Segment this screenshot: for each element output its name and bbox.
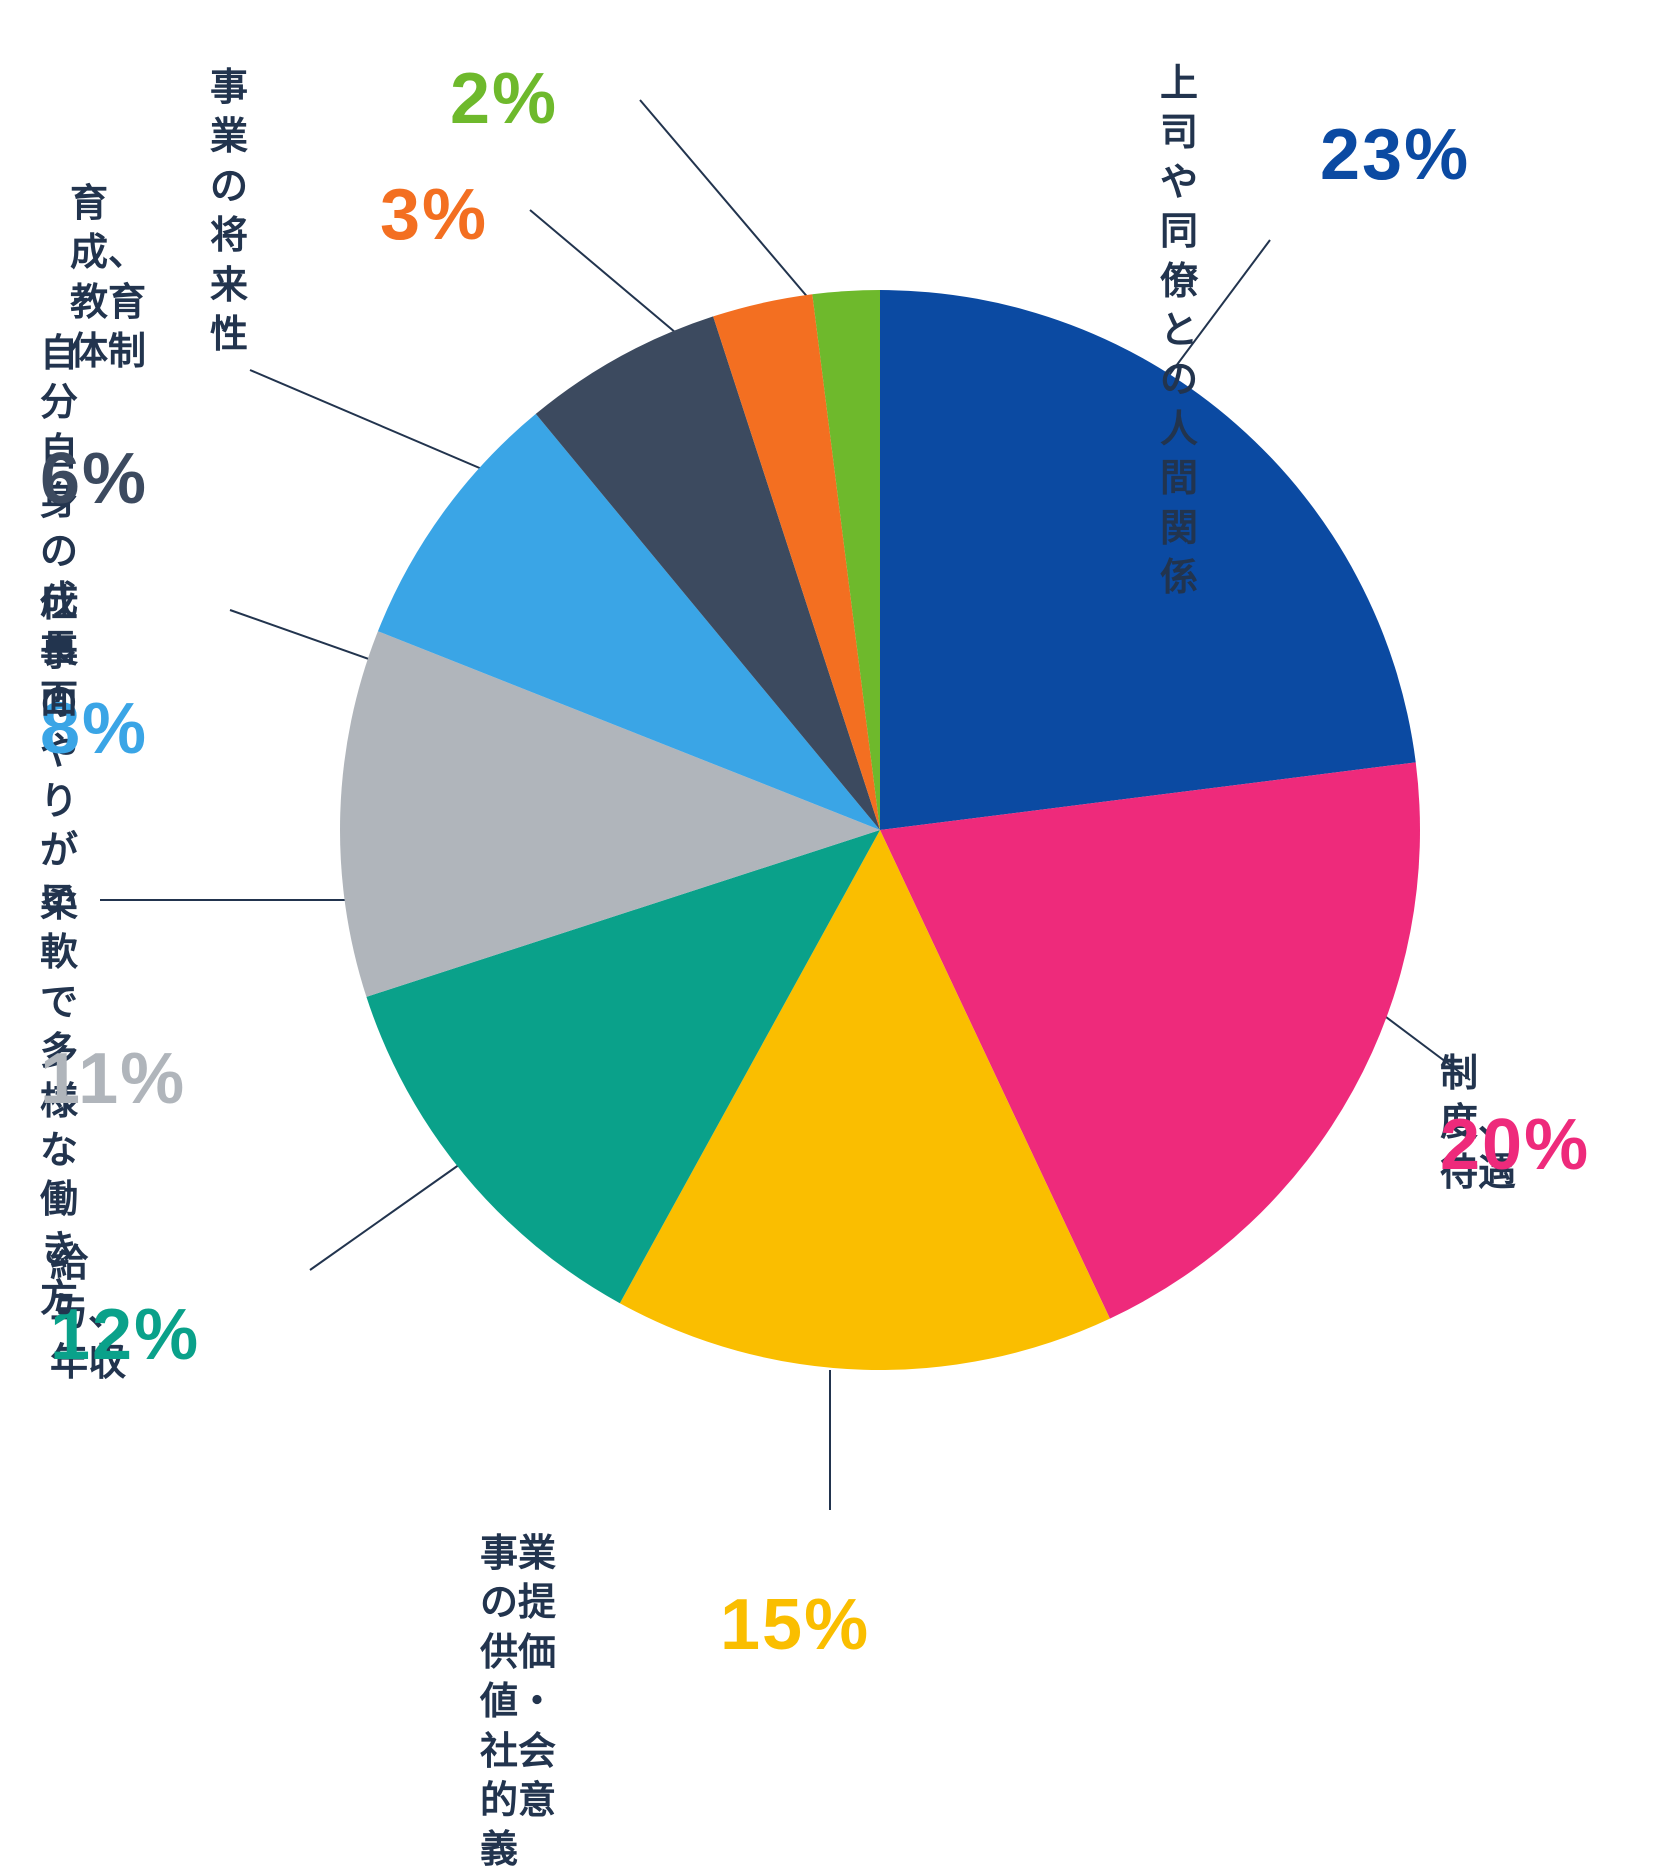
slice-label-percent: 23% [1320, 116, 1470, 195]
slice-label-percent: 15% [720, 1586, 870, 1665]
slice-label-text: 事業の提供価値・社会的意義 [480, 1530, 556, 1876]
slice-label-percent: 20% [1440, 1106, 1590, 1185]
leader-line [640, 100, 810, 300]
slice-label-text: 自分自身の 成長面 [40, 330, 78, 725]
slice-label-percent: 3% [380, 176, 488, 255]
pie-chart-container: 上司や同僚との人間関係23%制度、待遇20%事業の提供価値・社会的意義15%給与… [0, 0, 1677, 1682]
pie-slice [880, 290, 1416, 830]
slice-label-percent: 11% [40, 1040, 186, 1119]
slice-label-text: 事業の将来性 [210, 64, 248, 360]
pie-chart-svg [0, 0, 1677, 1682]
slice-label-percent: 2% [450, 60, 558, 139]
leader-line [310, 1150, 480, 1270]
slice-label-percent: 6% [40, 440, 148, 519]
slice-label-text: 上司や同僚との人間関係 [1160, 60, 1198, 603]
slice-label-text: 育成、教育体制 [70, 180, 146, 378]
